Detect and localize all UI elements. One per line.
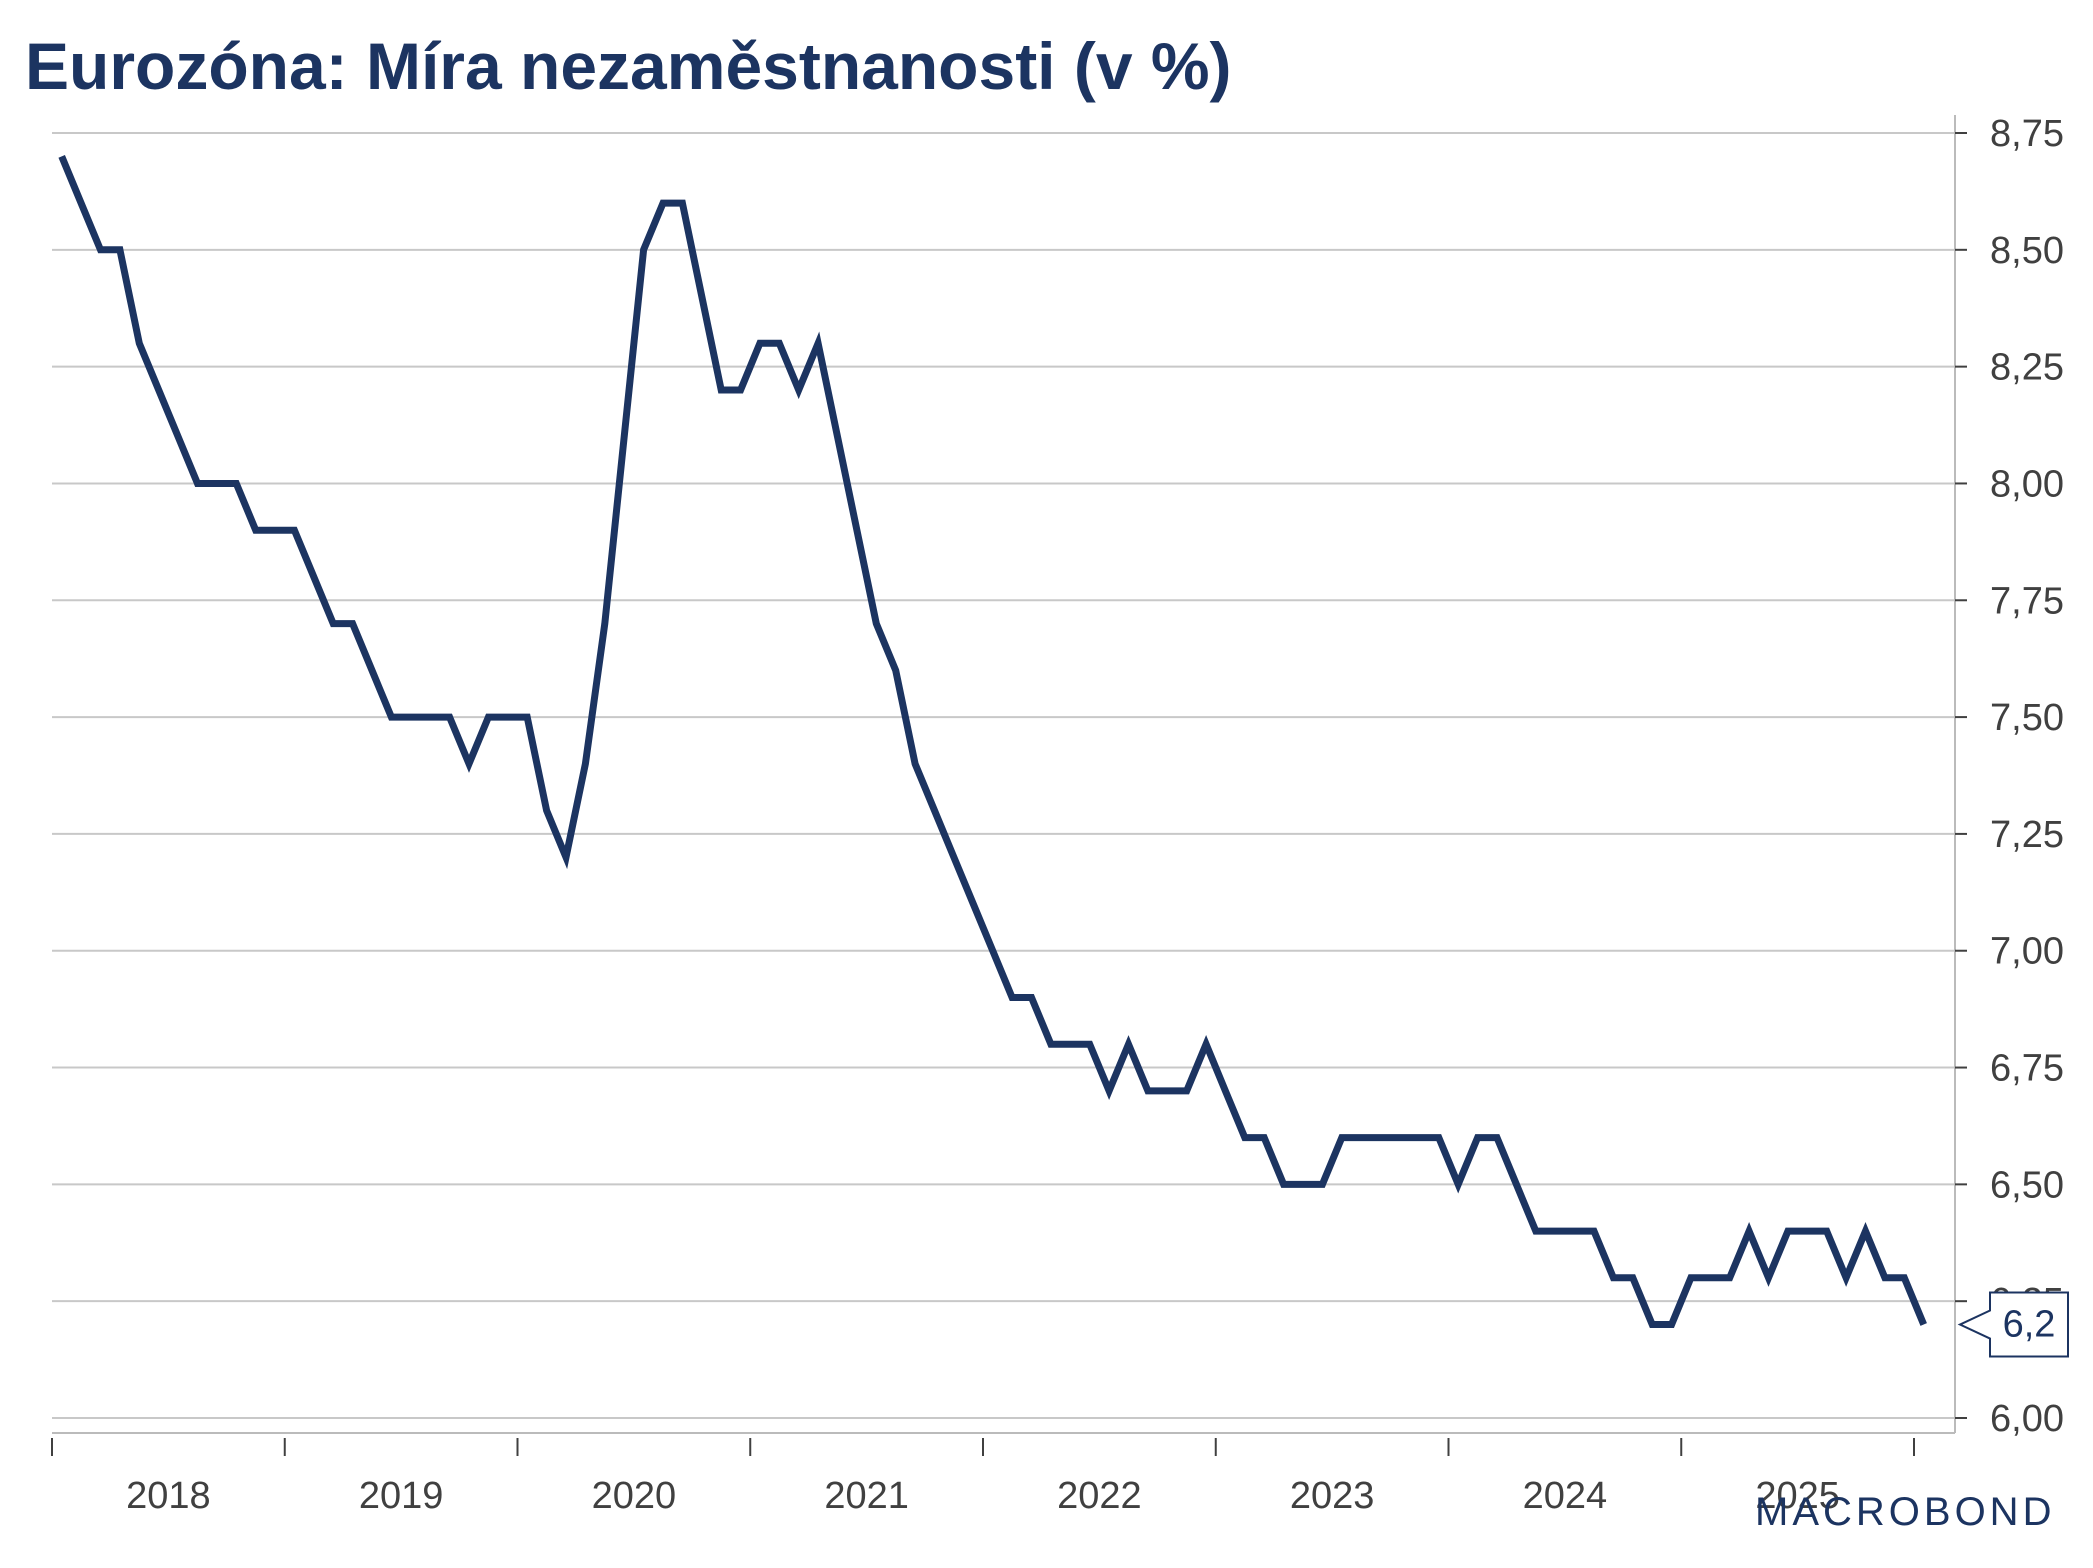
y-tick-label: 7,75 <box>1990 580 2064 622</box>
y-tick-label: 8,50 <box>1990 230 2064 272</box>
last-value-callout <box>1957 1291 2069 1358</box>
y-tick-label: 8,25 <box>1990 347 2064 389</box>
series-line <box>58 155 1927 1328</box>
axes <box>52 115 1956 1434</box>
series-layer <box>58 155 1927 1328</box>
x-axis-ticks: 2018 2019 2020 2021 2022 2023 2024 2025 <box>51 1438 1915 1517</box>
y-tick-label: 6,00 <box>1990 1398 2064 1440</box>
x-tick-label: 2020 <box>592 1475 677 1517</box>
x-tick-label: 2018 <box>126 1475 211 1517</box>
y-tick-label: 7,25 <box>1990 814 2064 856</box>
x-tick-label: 2024 <box>1523 1475 1608 1517</box>
y-tick-label: 8,75 <box>1990 113 2064 155</box>
y-axis-ticks: 6,006,256,506,757,007,257,507,758,008,25… <box>1955 113 2064 1440</box>
chart-title: Eurozóna: Míra nezaměstnanosti (v %) <box>25 29 1232 103</box>
y-tick-label: 6,50 <box>1990 1164 2064 1206</box>
x-tick-label: 2025 <box>1755 1475 1840 1517</box>
y-tick-label: 6,75 <box>1990 1048 2064 1090</box>
x-tick-label: 2019 <box>359 1475 444 1517</box>
macrobond-logo: MACROBOND <box>1755 1490 2056 1534</box>
gridlines <box>52 132 1955 1419</box>
y-tick-label: 8,00 <box>1990 463 2064 505</box>
x-tick-label: 2021 <box>824 1475 909 1517</box>
last-value-text: 6,2 <box>2003 1304 2056 1346</box>
y-tick-label: 7,50 <box>1990 697 2064 739</box>
last-value-label: 6,2 <box>1957 1291 2069 1358</box>
x-tick-label: 2022 <box>1057 1475 1142 1517</box>
x-tick-label: 2023 <box>1290 1475 1375 1517</box>
y-tick-label: 7,00 <box>1990 931 2064 973</box>
